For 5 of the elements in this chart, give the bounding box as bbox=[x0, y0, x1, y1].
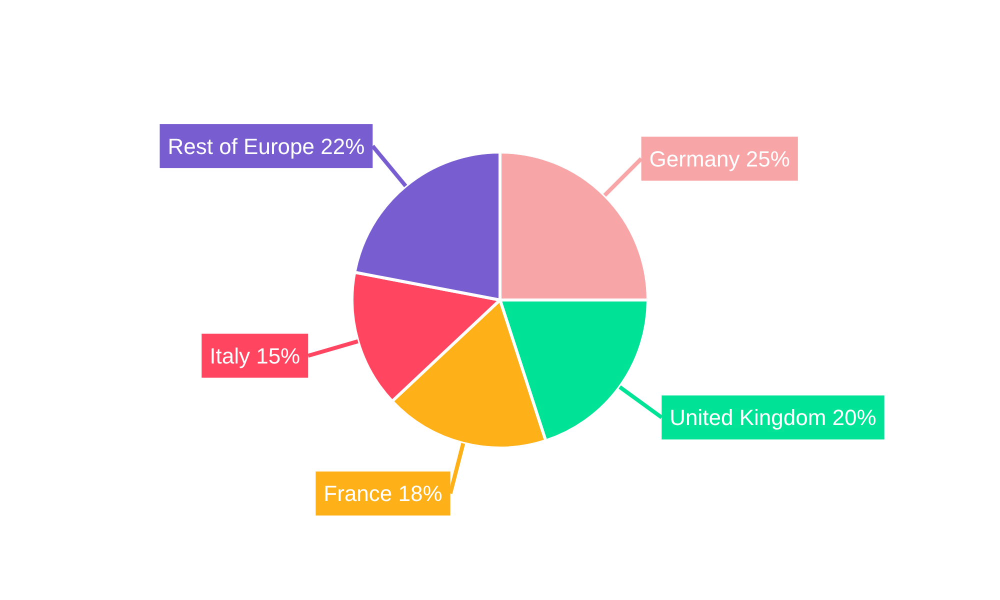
slice-label: Rest of Europe 22% bbox=[168, 134, 365, 159]
slice-label: United Kingdom 20% bbox=[670, 405, 876, 430]
slice-label: France 18% bbox=[324, 481, 442, 506]
slice-label: Italy 15% bbox=[210, 343, 300, 368]
slice-label: Germany 25% bbox=[649, 146, 790, 172]
